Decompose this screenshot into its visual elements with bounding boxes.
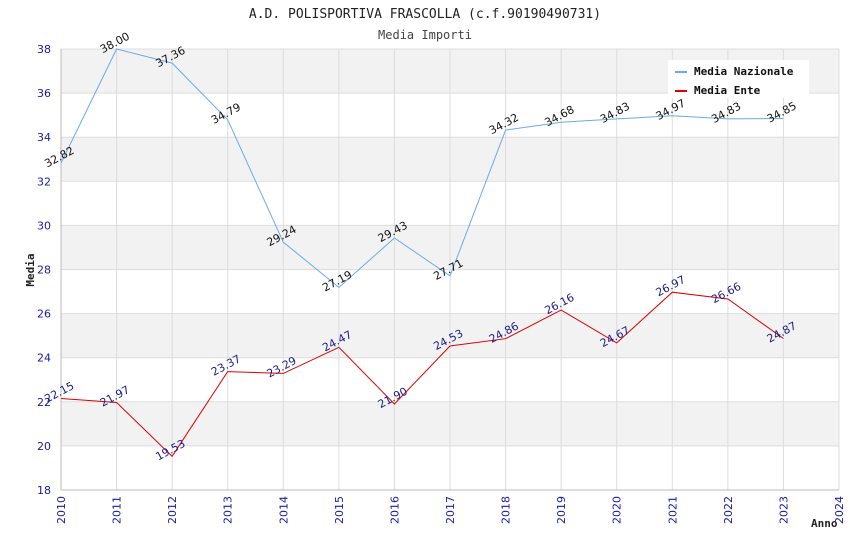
y-tick-label: 26 xyxy=(37,308,51,321)
grid-lines xyxy=(60,48,840,491)
series-line-nazionale xyxy=(60,48,784,289)
y-tick-label: 22 xyxy=(37,396,51,409)
chart-subtitle: Media Importi xyxy=(378,28,472,42)
y-tick-label: 34 xyxy=(37,131,51,144)
y-tick-label: 32 xyxy=(37,175,51,188)
x-tick-label: 2021 xyxy=(666,496,679,524)
x-axis-label: Anno xyxy=(811,517,838,530)
x-tick-label: 2023 xyxy=(777,496,790,524)
y-tick-label: 18 xyxy=(37,484,51,497)
legend: Media Nazionale Media Ente xyxy=(668,60,809,98)
x-tick-label: 2018 xyxy=(500,496,513,524)
y-axis-ticks: 18 20 22 24 26 28 30 32 34 36 38 xyxy=(37,43,51,497)
y-tick-label: 30 xyxy=(37,219,51,232)
x-tick-label: 2014 xyxy=(277,496,290,524)
series-lines xyxy=(60,48,784,458)
x-tick-label: 2020 xyxy=(611,496,624,524)
series-line-ente xyxy=(60,291,784,458)
y-tick-label: 28 xyxy=(37,264,51,277)
y-tick-label: 24 xyxy=(37,352,51,365)
x-tick-label: 2022 xyxy=(722,496,735,524)
x-tick-label: 2013 xyxy=(222,496,235,524)
x-tick-label: 2011 xyxy=(111,496,124,524)
x-tick-label: 2017 xyxy=(444,496,457,524)
legend-label-ente: Media Ente xyxy=(694,84,761,97)
legend-label-nazionale: Media Nazionale xyxy=(694,65,794,78)
y-tick-label: 38 xyxy=(37,43,51,56)
x-tick-label: 2012 xyxy=(166,496,179,524)
y-tick-label: 36 xyxy=(37,87,51,100)
x-tick-label: 2016 xyxy=(388,496,401,524)
x-axis-ticks: 2010 2011 2012 2013 2014 2015 2016 2017 2018 2019… xyxy=(55,496,846,524)
x-tick-label: 2010 xyxy=(55,496,68,524)
legend-box xyxy=(668,60,809,98)
y-tick-label: 20 xyxy=(37,440,51,453)
y-axis-label: Media xyxy=(24,253,37,286)
x-tick-label: 2019 xyxy=(555,496,568,524)
chart-title: A.D. POLISPORTIVA FRASCOLLA (c.f.9019049… xyxy=(249,7,601,22)
x-tick-label: 2024 xyxy=(833,496,846,524)
x-tick-label: 2015 xyxy=(333,496,346,524)
